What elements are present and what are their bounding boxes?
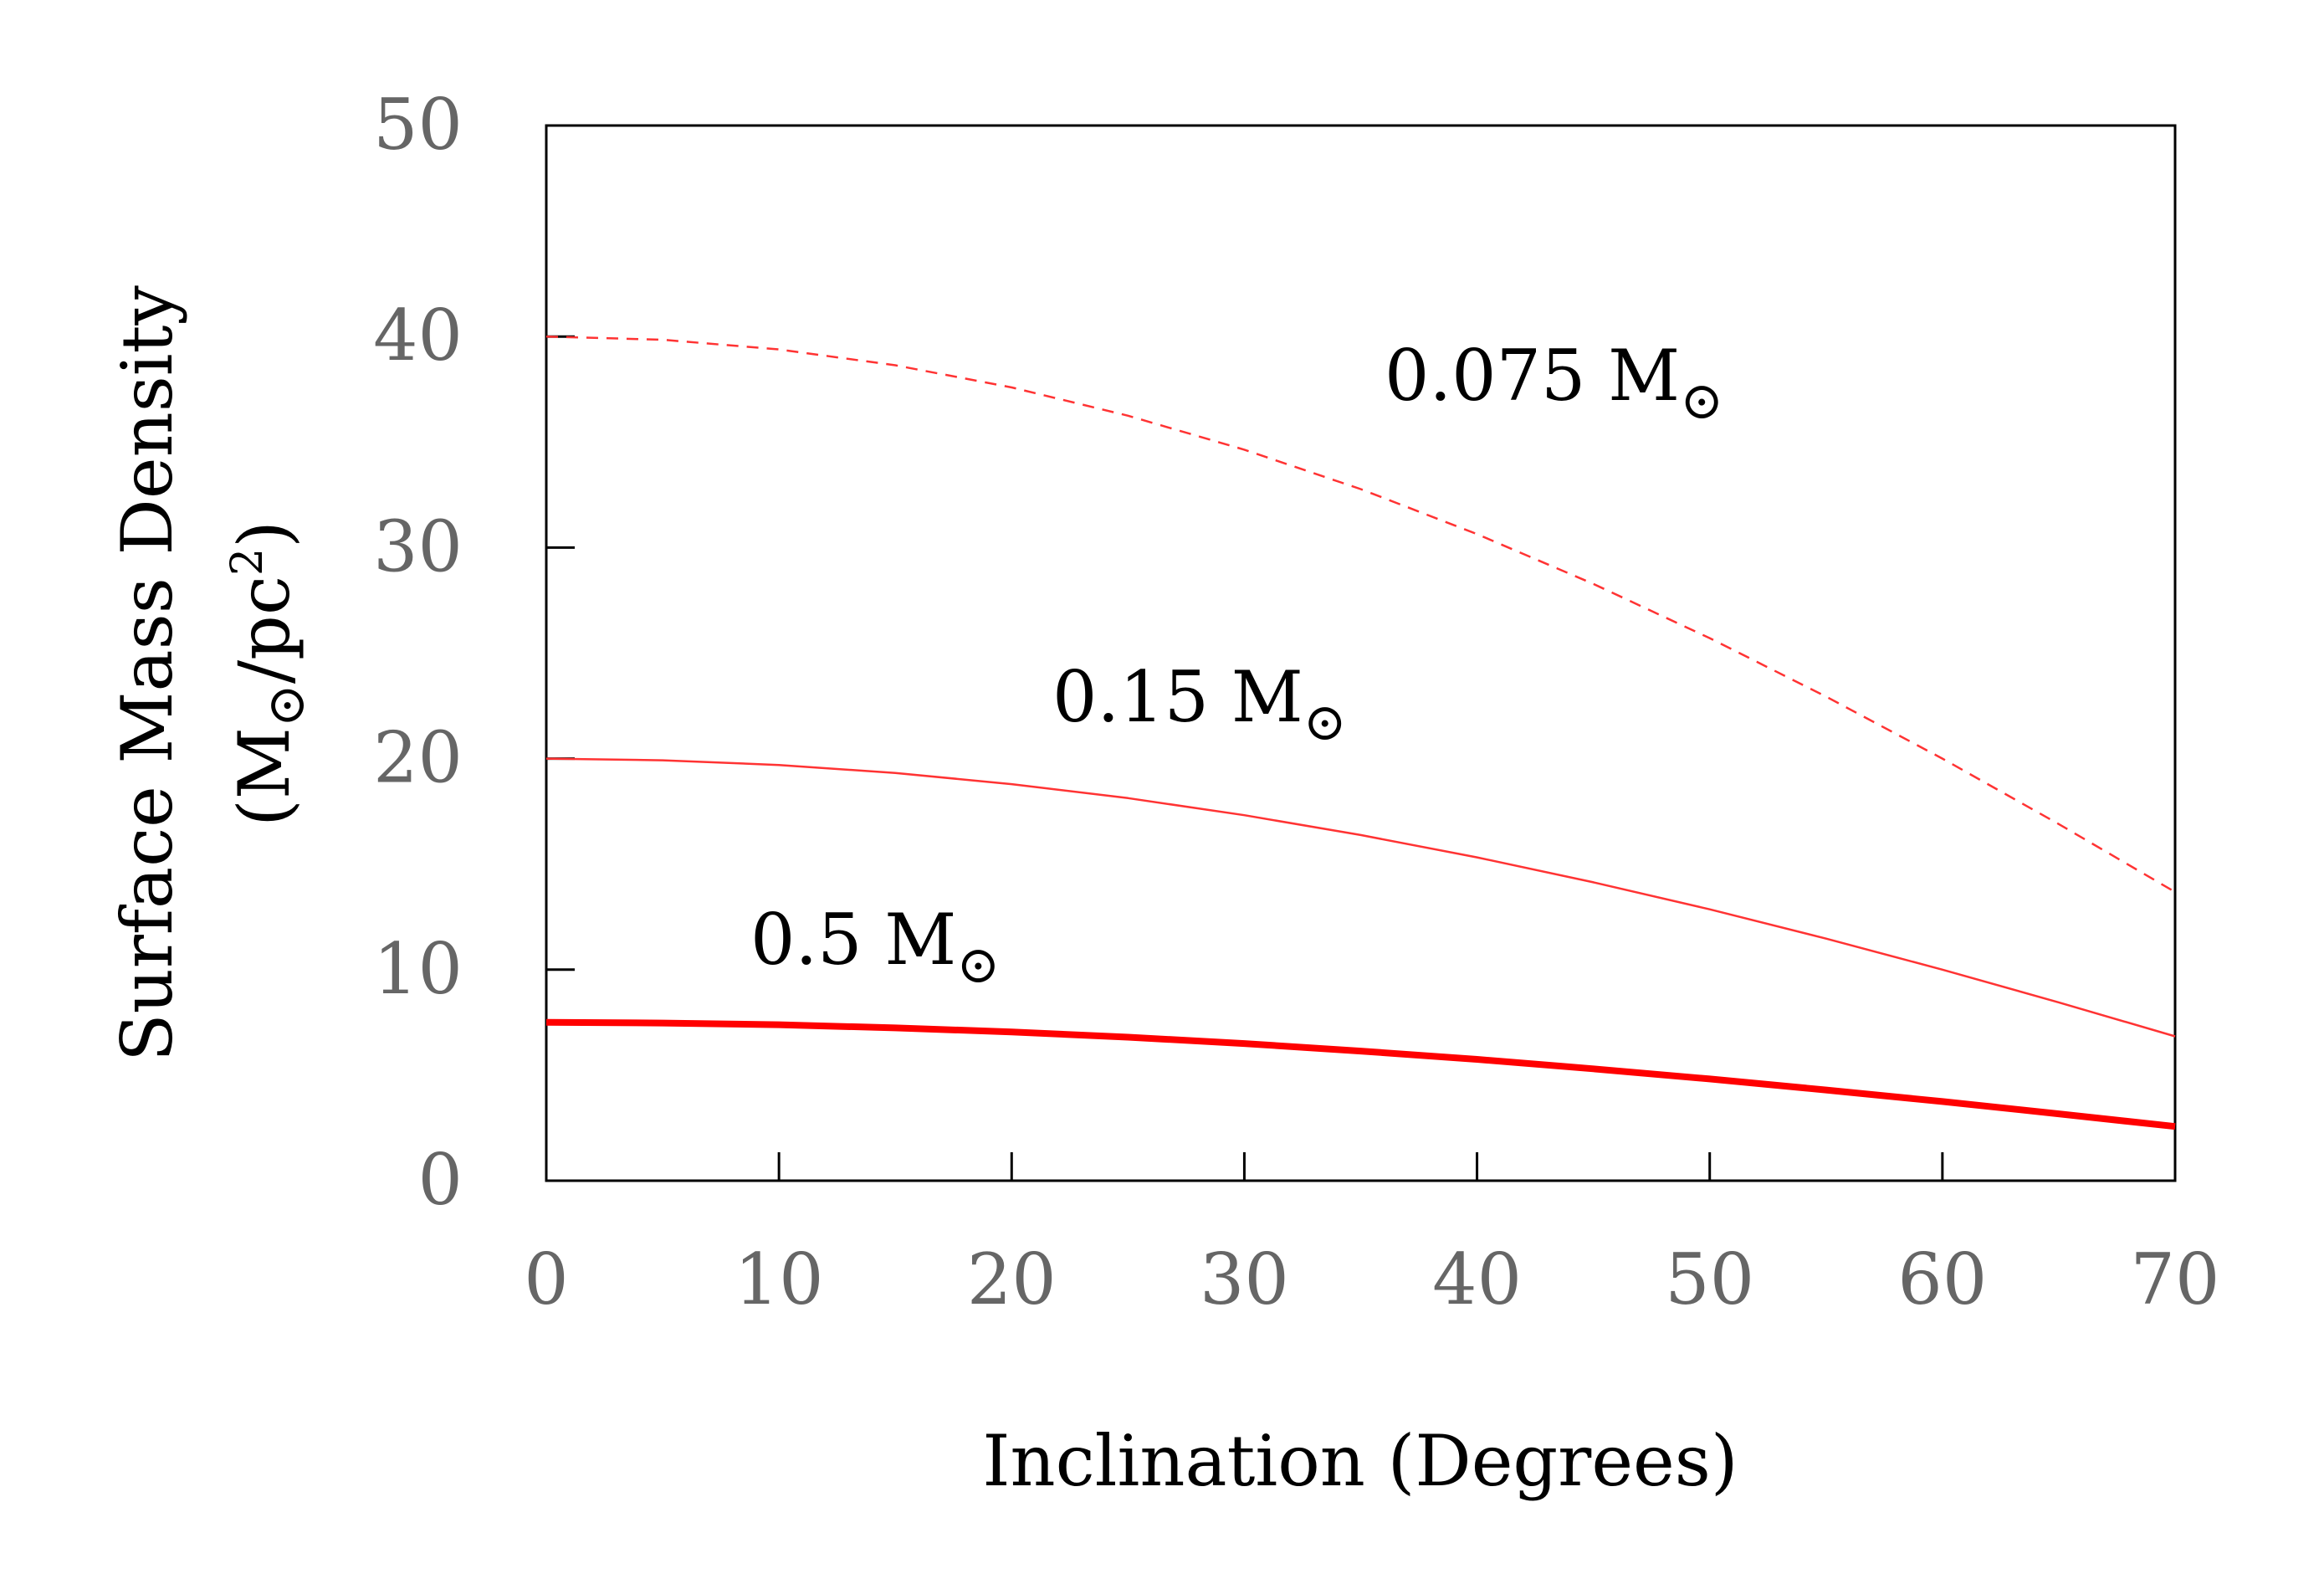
y-tick-label: 30 — [373, 505, 463, 587]
series-line-0 — [545, 335, 2176, 894]
y-tick-label: 0 — [418, 1139, 463, 1221]
series-lines — [545, 335, 2176, 1130]
y-axis-ticks: 0 10 20 30 40 50 — [373, 84, 575, 1221]
x-tick-label: 50 — [1665, 1238, 1754, 1320]
y-axis-units: (M⊙/pc2) — [223, 520, 316, 827]
y-axis-title-line1: Surface Mass Density — [106, 285, 188, 1062]
y-tick-label: 40 — [373, 295, 463, 377]
y-tick-label: 20 — [373, 717, 463, 799]
x-tick-label: 70 — [2131, 1238, 2220, 1320]
x-tick-label: 10 — [735, 1238, 824, 1320]
series-line-2 — [545, 1018, 2176, 1130]
x-tick-label: 30 — [1200, 1238, 1289, 1320]
series-label-0075: 0.075 M⊙ — [1385, 335, 1723, 431]
x-tick-label: 60 — [1897, 1238, 1987, 1320]
series-label-05: 0.5 M⊙ — [750, 899, 1000, 995]
x-axis-ticks: 0 10 20 30 40 50 60 70 — [524, 1152, 2219, 1320]
x-tick-label: 40 — [1432, 1238, 1522, 1320]
x-axis-title: Inclination (Degrees) — [982, 1420, 1738, 1502]
x-tick-label: 0 — [524, 1238, 568, 1320]
y-tick-label: 10 — [373, 928, 463, 1010]
y-axis-title-line2: (M⊙/pc2) — [223, 520, 316, 827]
x-tick-label: 20 — [967, 1238, 1057, 1320]
y-tick-label: 50 — [373, 84, 463, 166]
y-axis-title: Surface Mass Density — [106, 285, 188, 1062]
plot-frame — [545, 124, 2177, 1182]
series-line-1 — [545, 757, 2176, 1038]
series-label-015: 0.15 M⊙ — [1052, 656, 1347, 752]
